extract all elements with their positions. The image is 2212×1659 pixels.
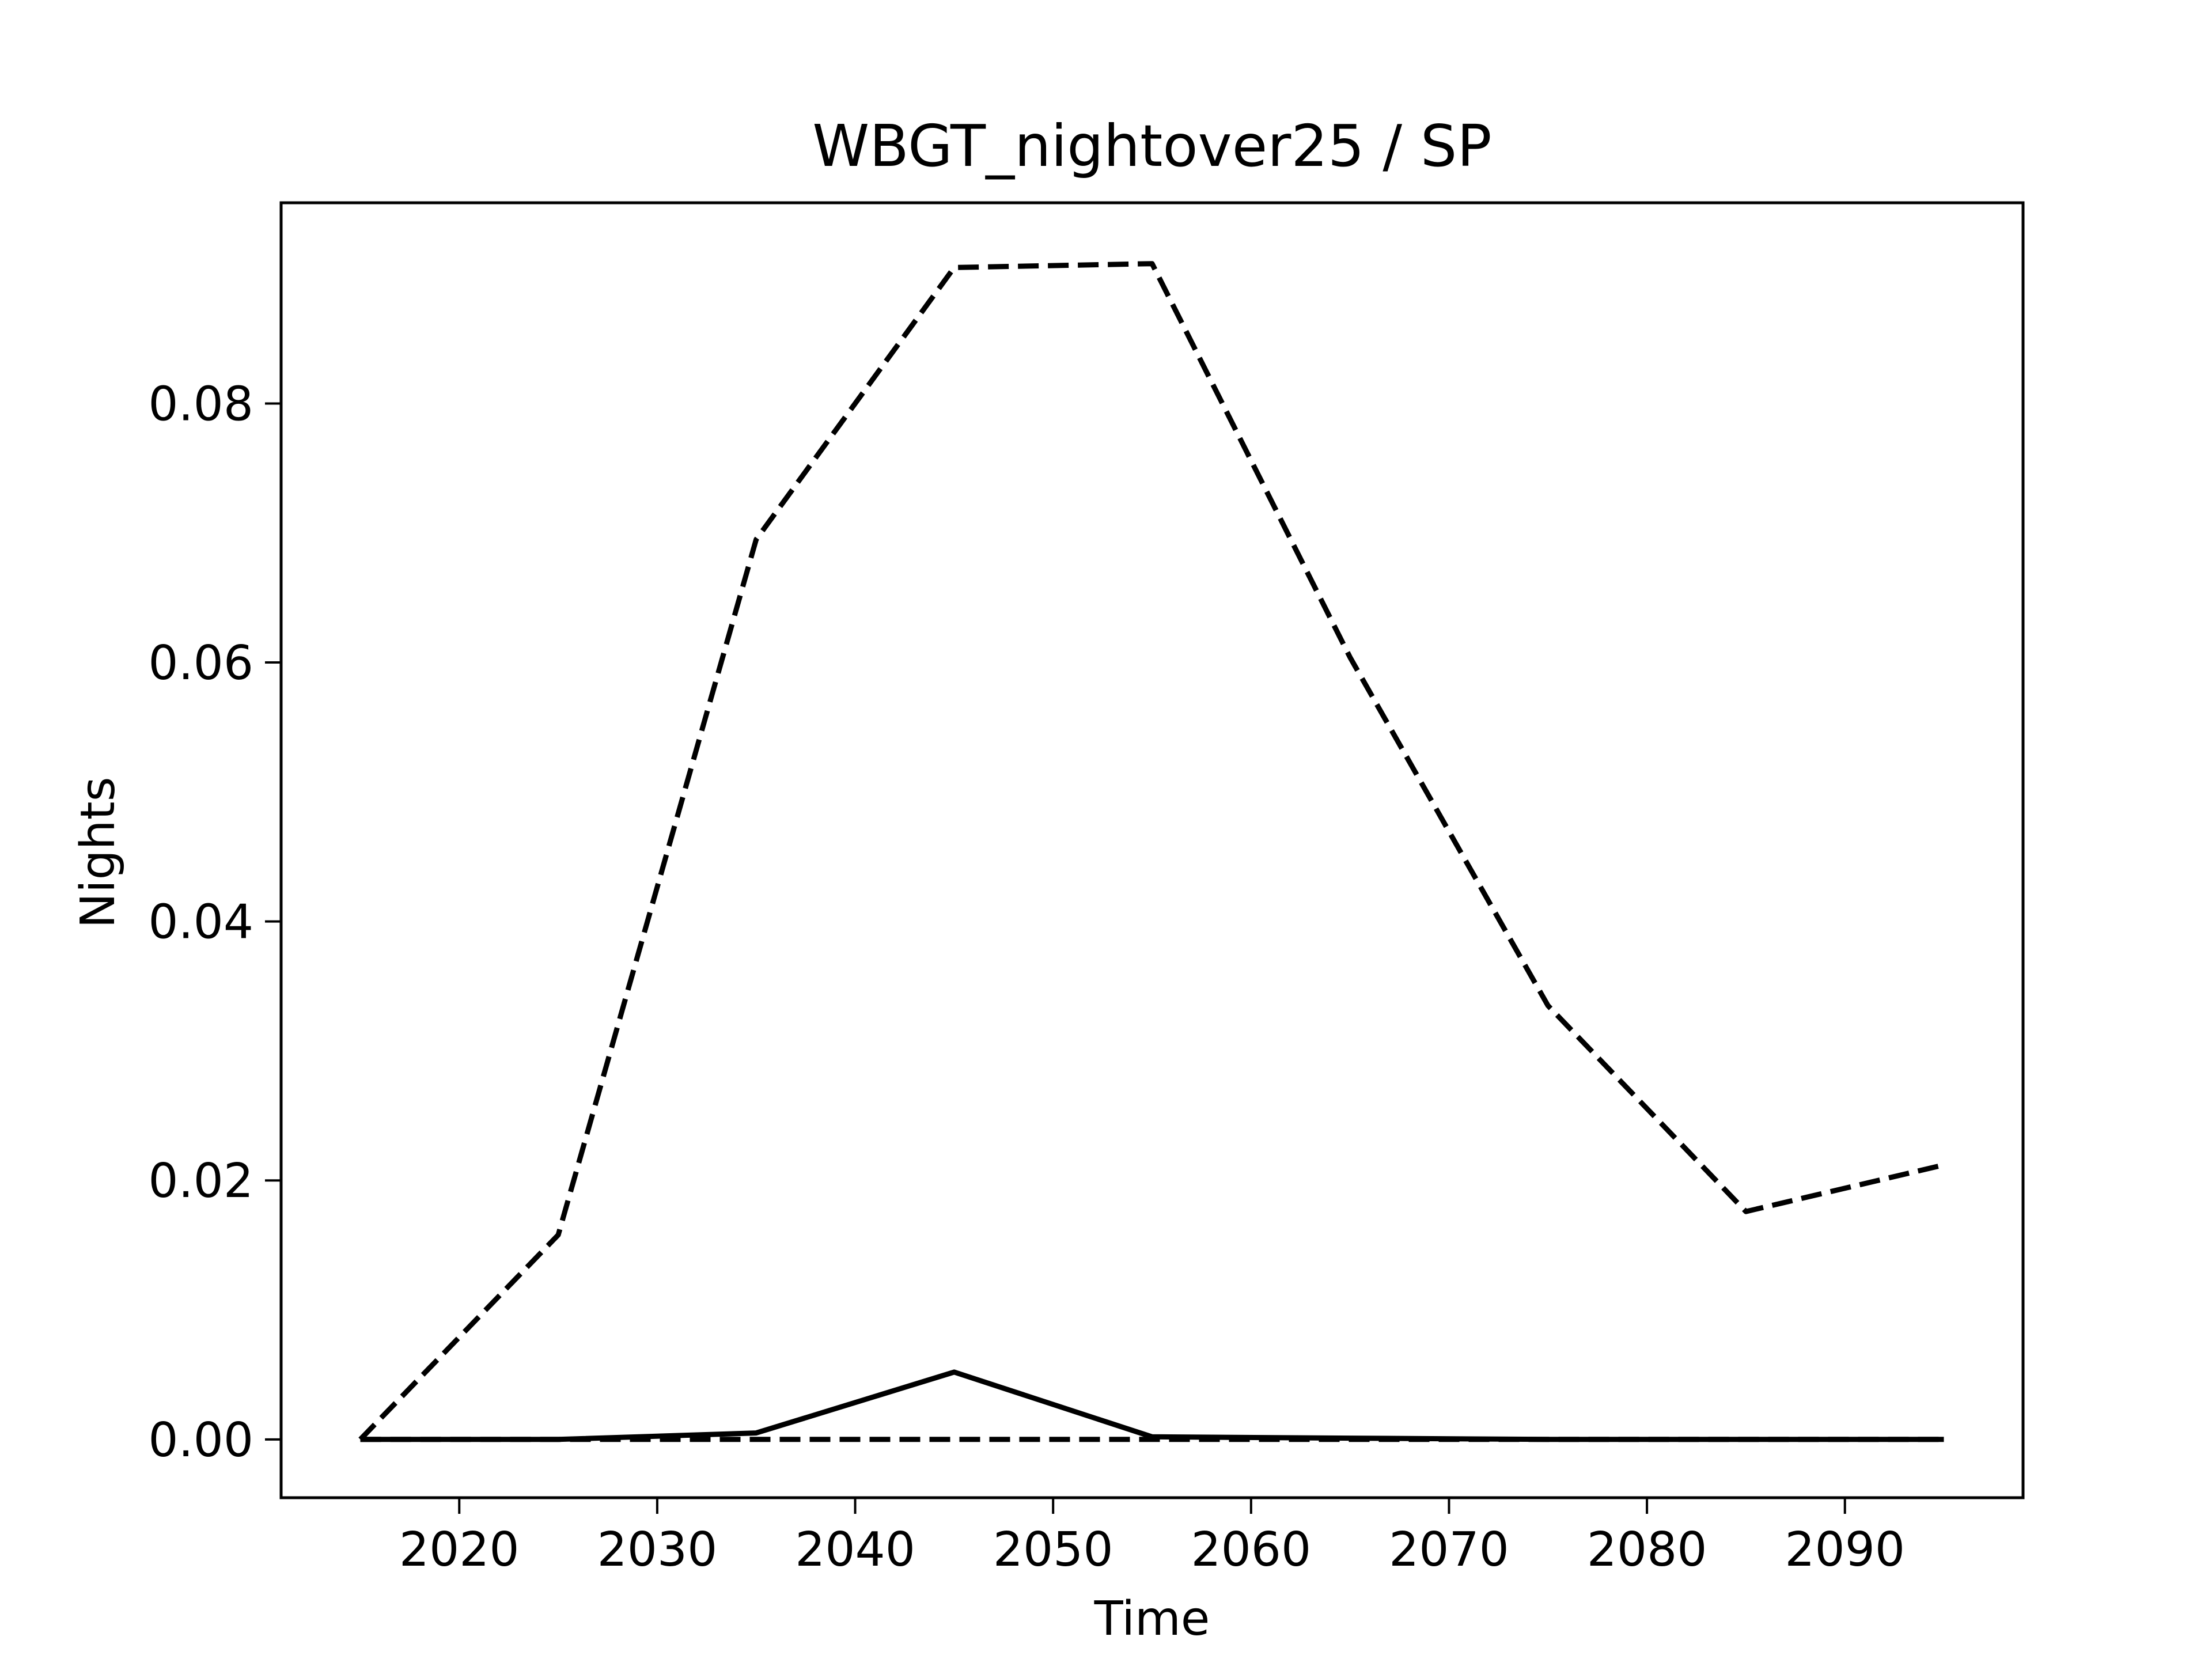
y-tick-label: 0.02 (148, 1154, 253, 1209)
y-tick-label: 0.08 (148, 377, 253, 431)
y-tick-label: 0.06 (148, 636, 253, 691)
x-tick-label: 2070 (1389, 1522, 1509, 1577)
x-tick-label: 2040 (795, 1522, 915, 1577)
x-tick-label: 2020 (399, 1522, 520, 1577)
chart-title: WBGT_nightover25 / SP (812, 112, 1491, 180)
x-tick-label: 2060 (1191, 1522, 1311, 1577)
y-tick-label: 0.00 (148, 1413, 253, 1468)
y-tick-label: 0.04 (148, 895, 253, 950)
series-line-1 (358, 261, 1945, 1441)
plot-marks: 2020 2030 2040 2050 2060 2070 2080 2090 0.00 0.02… (148, 261, 1945, 1577)
y-axis-label: Nights (71, 777, 126, 928)
plot-frame (279, 201, 2025, 1499)
x-tick-label: 2080 (1587, 1522, 1707, 1577)
x-tick-label: 2030 (597, 1522, 718, 1577)
x-tick-label: 2090 (1785, 1522, 1905, 1577)
x-axis-label: Time (1094, 1592, 1210, 1646)
x-tick-label: 2050 (993, 1522, 1113, 1577)
